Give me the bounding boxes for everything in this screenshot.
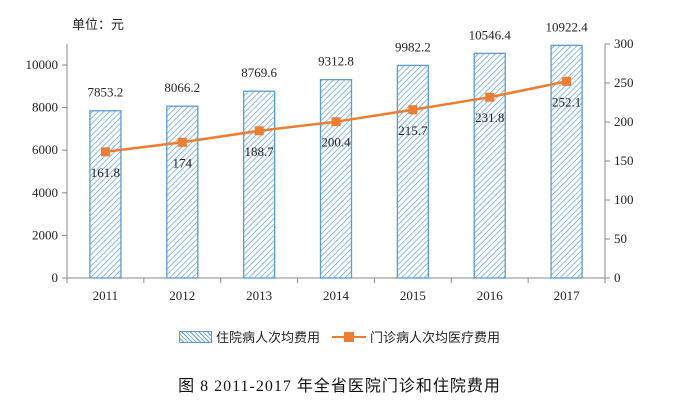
line-value-label: 174 — [173, 155, 193, 170]
bar — [319, 78, 353, 279]
left-tick-label: 10000 — [26, 57, 59, 72]
left-tick-label: 0 — [52, 270, 59, 285]
legend: 住院病人次均费用 门诊病人次均医疗费用 — [0, 327, 679, 346]
line-value-label: 188.7 — [245, 144, 275, 159]
left-tick-label: 2000 — [32, 227, 58, 242]
left-y-axis: 0 2000 4000 6000 8000 10000 — [26, 43, 68, 285]
right-tick-label: 200 — [614, 114, 634, 129]
line-marker — [562, 76, 572, 86]
right-tick-label: 0 — [614, 270, 621, 285]
line-marker — [254, 126, 264, 136]
line-marker — [485, 92, 495, 102]
bar — [89, 110, 122, 279]
combo-chart: 0 2000 4000 6000 8000 10000 0 50 100 150 200 250 30… — [26, 19, 634, 303]
line-marker — [100, 147, 110, 157]
line-value-label: 215.7 — [398, 123, 428, 138]
x-tick-label: 2011 — [93, 288, 119, 303]
line-legend-label: 门诊病人次均医疗费用 — [370, 331, 501, 346]
left-tick-label: 6000 — [32, 142, 58, 157]
bar-value-label: 7853.2 — [88, 85, 124, 100]
x-tick-label: 2017 — [554, 288, 581, 303]
x-tick-label: 2013 — [246, 288, 272, 303]
x-tick-label: 2012 — [169, 288, 195, 303]
bar-value-label: 8066.2 — [164, 80, 200, 95]
bar-value-label: 10546.4 — [469, 27, 512, 42]
x-tick-label: 2014 — [323, 288, 350, 303]
bar — [242, 90, 276, 279]
left-tick-label: 8000 — [32, 100, 58, 115]
line-marker — [408, 105, 418, 115]
line-value-label: 252.1 — [552, 94, 581, 109]
left-tick-label: 4000 — [32, 185, 58, 200]
bar-value-label: 8769.6 — [241, 65, 277, 80]
bar — [166, 105, 199, 279]
right-tick-label: 100 — [614, 192, 634, 207]
bar-value-label: 10922.4 — [545, 19, 588, 34]
bar-legend-swatch — [178, 330, 212, 343]
line-marker — [331, 117, 341, 127]
bar-value-label: 9982.2 — [395, 39, 431, 54]
bar-legend-label: 住院病人次均费用 — [215, 331, 320, 346]
right-tick-label: 150 — [614, 153, 634, 168]
bar — [473, 52, 506, 279]
right-tick-label: 250 — [614, 75, 634, 90]
x-tick-label: 2016 — [477, 288, 504, 303]
line-value-label: 231.8 — [475, 110, 504, 125]
line-marker — [177, 137, 187, 147]
line-value-label: 200.4 — [321, 135, 351, 150]
unit-label: 单位：元 — [72, 18, 125, 33]
x-tick-label: 2015 — [400, 288, 426, 303]
line-value-label: 161.8 — [91, 165, 120, 180]
right-y-axis: 0 50 100 150 200 250 300 — [604, 36, 634, 285]
x-axis: 2011 2012 2013 2014 2015 2016 2017 — [66, 277, 606, 303]
line-legend-swatch — [332, 331, 366, 343]
line-series: 161.8 174 188.7 200.4 215.7 231.8 252.1 — [91, 76, 581, 180]
right-tick-label: 300 — [614, 36, 634, 51]
bar-value-label: 9312.8 — [318, 54, 354, 69]
bar — [396, 64, 430, 279]
right-tick-label: 50 — [614, 231, 627, 246]
figure-caption: 图 8 2011-2017 年全省医院门诊和住院费用 — [178, 378, 501, 395]
